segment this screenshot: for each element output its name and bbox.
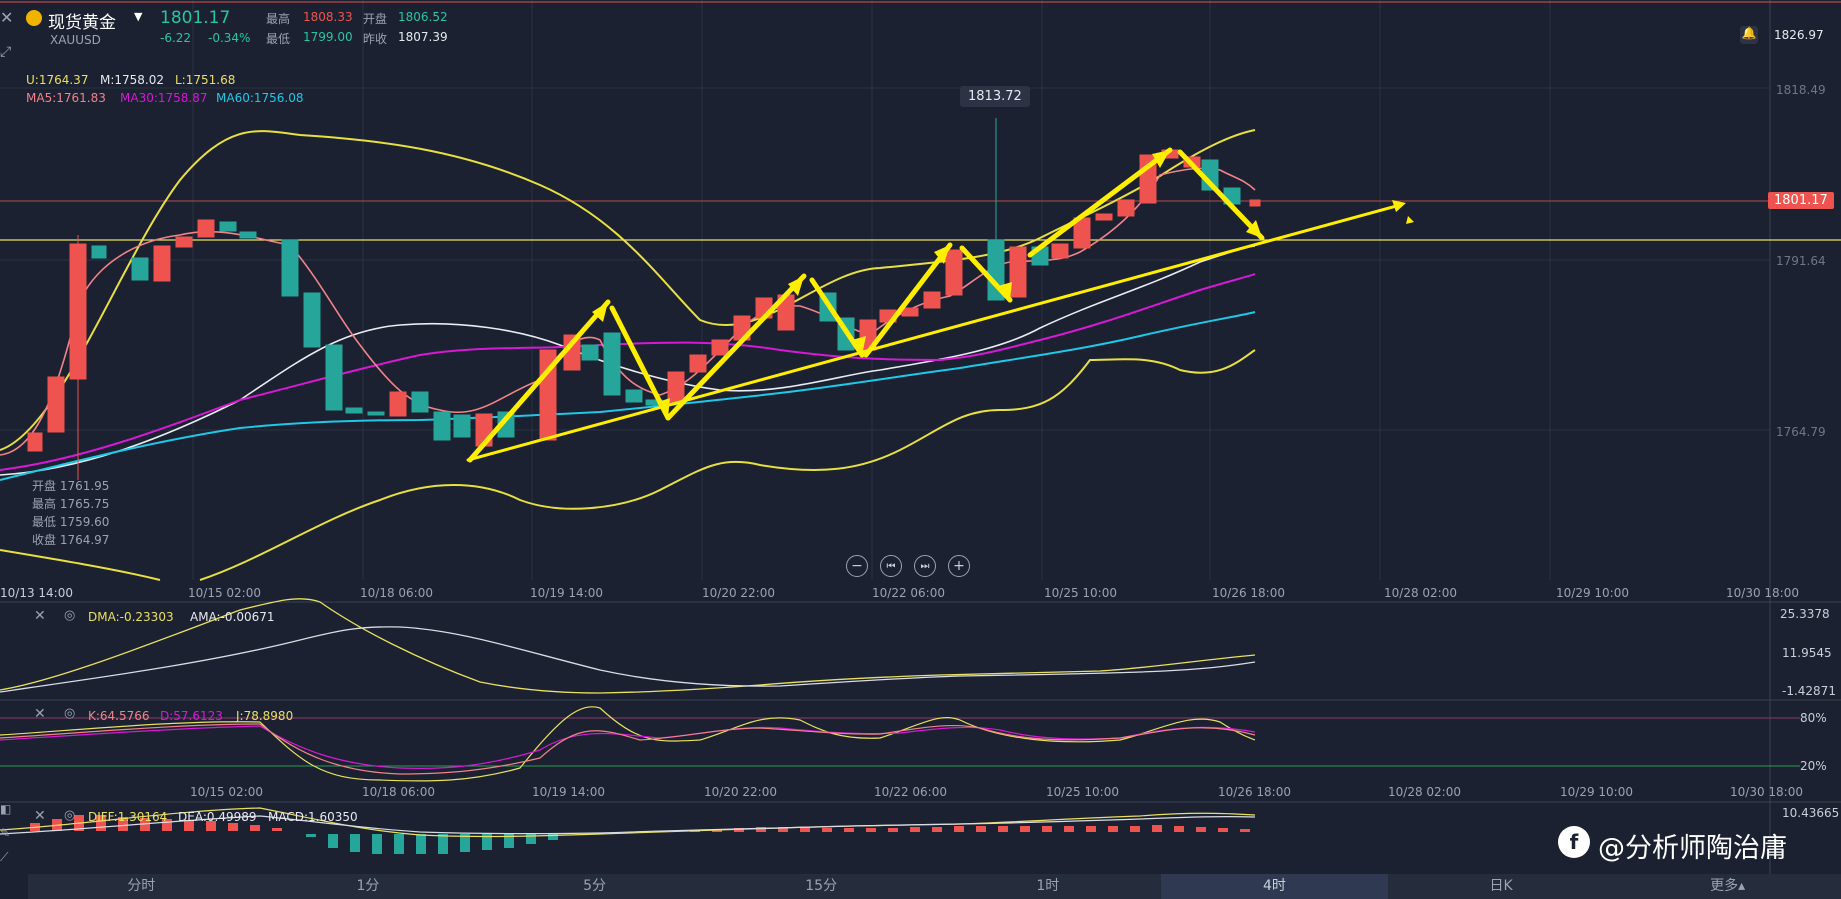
tab-more[interactable]: 更多▴	[1710, 878, 1746, 894]
time-axis-10: 10/30 18:00	[1726, 586, 1799, 600]
sub-time-axis-6: 10/26 18:00	[1218, 785, 1291, 799]
open-value: 1806.52	[398, 10, 448, 24]
dma-label: DMA:-0.23303	[88, 610, 174, 624]
axis-price-4: 1764.79	[1776, 425, 1826, 439]
axis-price-1: 1818.49	[1776, 83, 1826, 97]
macd-diff-label: DIFF:1.30164	[88, 810, 168, 824]
boll-m: M:1758.02	[100, 73, 165, 87]
time-axis-5: 10/22 06:00	[872, 586, 945, 600]
gold-coin-icon	[26, 10, 42, 26]
settings-icon[interactable]: ◎	[64, 808, 76, 823]
kdj-axis-20: 20%	[1800, 759, 1827, 773]
chevron-down-icon[interactable]: ▼	[134, 10, 143, 23]
change-value: -6.22	[160, 31, 192, 45]
chart-nav: − ⏮ ⏭ +	[846, 555, 970, 577]
time-axis-1: 10/15 02:00	[188, 586, 261, 600]
interval-tabbar: 分时 1分 5分 15分 1时 4时 日K 更多▴	[28, 874, 1841, 899]
last-price: 1801.17	[160, 8, 231, 28]
sub-time-axis-7: 10/28 02:00	[1388, 785, 1461, 799]
macd-dea-label: DEA:0.49989	[178, 810, 257, 824]
symbol-name[interactable]: 现货黄金	[48, 13, 116, 33]
draw-tool-icon[interactable]: ✎	[0, 826, 11, 840]
time-axis-9: 10/29 10:00	[1556, 586, 1629, 600]
axis-price-top: 1826.97	[1774, 28, 1824, 42]
candles	[27, 118, 1261, 480]
open-label: 开盘	[363, 12, 388, 26]
high-marker-label: 1813.72	[960, 86, 1030, 107]
sub-time-axis-3: 10/20 22:00	[704, 785, 777, 799]
panel-toggle-icon[interactable]: ◧	[0, 802, 12, 816]
zoom-in-button[interactable]: +	[948, 555, 970, 577]
time-axis-7: 10/26 18:00	[1212, 586, 1285, 600]
prev-close-value: 1807.39	[398, 30, 448, 44]
current-price-tag: 1801.17	[1768, 192, 1834, 209]
expand-icon[interactable]: ⤢	[0, 44, 12, 60]
macd-value-label: MACD:1.60350	[268, 810, 358, 824]
axis-price-3: 1791.64	[1776, 254, 1826, 268]
close-icon[interactable]: ✕	[0, 8, 14, 27]
ma60-label: MA60:1756.08	[216, 91, 304, 105]
tab-daily[interactable]: 日K	[1489, 878, 1513, 894]
sub-time-axis-4: 10/22 06:00	[874, 785, 947, 799]
tooltip-close: 收盘 1764.97	[32, 533, 110, 547]
change-percent: -0.34%	[208, 31, 251, 45]
kdj-axis-80: 80%	[1800, 711, 1827, 725]
kdj-d-label: D:57.6123	[160, 709, 223, 723]
time-axis-4: 10/20 22:00	[702, 586, 775, 600]
tooltip-low: 最低 1759.60	[32, 515, 110, 529]
tab-4hour[interactable]: 4时	[1161, 874, 1388, 899]
low-label: 最低	[266, 32, 291, 46]
dma-axis-2: -1.42871	[1782, 684, 1836, 698]
ama-label: AMA:-0.00671	[190, 610, 275, 624]
author-logo-icon: f	[1558, 826, 1590, 858]
dma-axis-0: 25.3378	[1780, 607, 1830, 621]
sub-time-axis-1: 10/18 06:00	[362, 785, 435, 799]
tab-fenshi[interactable]: 分时	[127, 878, 156, 894]
bell-icon[interactable]: 🔔	[1740, 26, 1758, 44]
close-panel-icon[interactable]: ✕	[34, 808, 46, 824]
line-tool-icon[interactable]: ⟋	[0, 850, 9, 864]
settings-icon[interactable]: ◎	[64, 706, 76, 721]
high-label: 最高	[266, 12, 291, 26]
jump-end-button[interactable]: ⏭	[914, 555, 936, 577]
dma-axis-1: 11.9545	[1782, 646, 1832, 660]
time-axis-0: 10/13 14:00	[0, 586, 73, 600]
sub-time-axis-9: 10/30 18:00	[1730, 785, 1803, 799]
sub-time-axis-2: 10/19 14:00	[532, 785, 605, 799]
tab-15min[interactable]: 15分	[805, 878, 838, 894]
author-watermark: @分析师陶治庸	[1598, 833, 1787, 864]
sub-time-axis-0: 10/15 02:00	[190, 785, 263, 799]
time-axis-3: 10/19 14:00	[530, 586, 603, 600]
tab-5min[interactable]: 5分	[583, 878, 607, 894]
high-value: 1808.33	[303, 10, 353, 24]
time-axis-8: 10/28 02:00	[1384, 586, 1457, 600]
kdj-j-label: J:78.8980	[236, 709, 294, 723]
boll-l: L:1751.68	[175, 73, 236, 87]
settings-icon[interactable]: ◎	[64, 608, 76, 623]
close-panel-icon[interactable]: ✕	[34, 608, 46, 624]
sub-time-axis-5: 10/25 10:00	[1046, 785, 1119, 799]
jump-start-button[interactable]: ⏮	[880, 555, 902, 577]
zoom-out-button[interactable]: −	[846, 555, 868, 577]
tab-1hour[interactable]: 1时	[1036, 878, 1060, 894]
kdj-k-label: K:64.5766	[88, 709, 150, 723]
prev-close-label: 昨收	[363, 32, 388, 46]
macd-axis-0: 10.43665	[1782, 806, 1840, 820]
close-panel-icon[interactable]: ✕	[34, 706, 46, 722]
tab-1min[interactable]: 1分	[356, 878, 380, 894]
tooltip-open: 开盘 1761.95	[32, 479, 110, 493]
sub-time-axis-8: 10/29 10:00	[1560, 785, 1633, 799]
ma5-label: MA5:1761.83	[26, 91, 106, 105]
time-axis-2: 10/18 06:00	[360, 586, 433, 600]
symbol-code: XAUUSD	[50, 33, 101, 47]
ma30-label: MA30:1758.87	[120, 91, 208, 105]
tooltip-high: 最高 1765.75	[32, 497, 110, 511]
boll-u: U:1764.37	[26, 73, 89, 87]
time-axis-6: 10/25 10:00	[1044, 586, 1117, 600]
low-value: 1799.00	[303, 30, 353, 44]
